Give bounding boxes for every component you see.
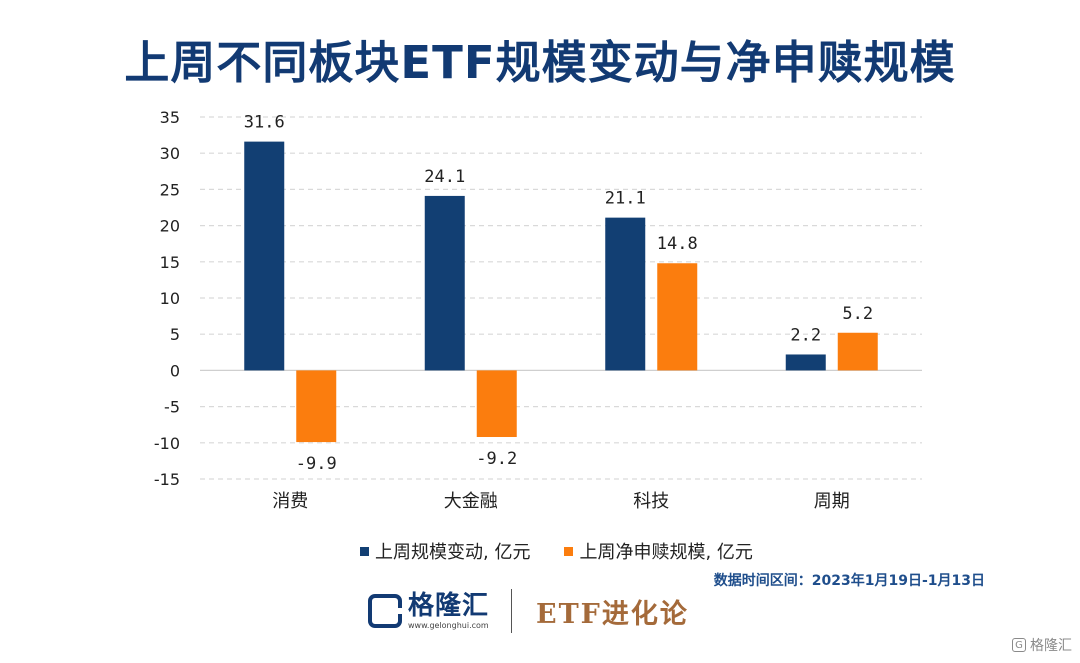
watermark-logo-icon: G <box>1012 638 1026 652</box>
x-tick-label: 周期 <box>814 491 850 512</box>
bar-series-1 <box>605 217 646 371</box>
footer: 格隆汇 www.gelonghui.com ETF进化论 <box>368 588 689 634</box>
chart-title: 上周不同板块ETF规模变动与净申赎规模 <box>124 36 956 89</box>
bar-series-2 <box>296 370 337 443</box>
x-axis: 消费 大金融 科技 周期 <box>272 491 850 512</box>
y-axis: 35 30 25 20 15 10 5 0 -5 -10 -15 <box>154 108 180 489</box>
y-tick-label: 0 <box>170 361 180 380</box>
bar-series-1 <box>424 195 465 371</box>
legend-swatch-series-2 <box>564 546 574 556</box>
data-labels: 31.6 -9.9 24.1 -9.2 21.1 14.8 2.2 5.2 <box>244 113 873 474</box>
watermark-text: 格隆汇 <box>1030 638 1072 654</box>
logo-url: www.gelonghui.com <box>408 620 489 630</box>
bar-series-2 <box>837 332 878 371</box>
data-label: -9.9 <box>296 454 337 474</box>
data-label: 14.8 <box>657 234 698 254</box>
bar-chart: 35 30 25 20 15 10 5 0 -5 -10 -15 31.6 -9.9 24.1 -9.2 2… <box>154 108 922 512</box>
legend-item-series-1: 上周规模变动, 亿元 <box>360 538 530 564</box>
x-tick-label: 消费 <box>272 491 308 512</box>
data-label: 2.2 <box>790 325 821 345</box>
x-tick-label: 大金融 <box>444 491 498 512</box>
etf-brand: ETF进化论 <box>536 598 689 630</box>
legend-item-series-2: 上周净申赎规模, 亿元 <box>564 538 753 564</box>
watermark: G 格隆汇 <box>1012 635 1072 655</box>
data-label: 31.6 <box>244 113 285 133</box>
y-tick-label: 10 <box>160 289 180 308</box>
y-tick-label: -5 <box>164 398 180 417</box>
bar-series-1 <box>244 141 285 371</box>
y-tick-label: -15 <box>154 470 180 489</box>
data-label: 21.1 <box>605 189 646 209</box>
data-label: -9.2 <box>476 449 517 469</box>
bars <box>244 141 878 443</box>
legend-swatch-series-1 <box>360 546 369 556</box>
y-tick-label: 20 <box>160 217 180 236</box>
date-range-note: 数据时间区间：2023年1月19日-1月13日 <box>713 573 985 589</box>
legend-label-series-1: 上周规模变动, 亿元 <box>375 542 531 563</box>
y-tick-label: -10 <box>154 434 180 453</box>
gelonghui-logo-icon <box>368 594 402 628</box>
y-tick-label: 30 <box>160 144 180 163</box>
y-tick-label: 15 <box>160 253 180 272</box>
legend: 上周规模变动, 亿元 上周净申赎规模, 亿元 <box>360 538 753 564</box>
data-label: 5.2 <box>842 304 873 324</box>
gelonghui-logo: 格隆汇 www.gelonghui.com <box>408 593 489 630</box>
bar-series-2 <box>657 263 698 371</box>
bar-series-2 <box>476 370 517 438</box>
y-tick-label: 5 <box>170 325 180 344</box>
y-tick-label: 25 <box>160 180 180 199</box>
footer-divider <box>511 589 513 633</box>
data-label: 24.1 <box>424 167 465 187</box>
logo-name: 格隆汇 <box>408 590 490 621</box>
x-tick-label: 科技 <box>633 491 669 512</box>
y-tick-label: 35 <box>160 108 180 127</box>
bar-series-1 <box>785 354 826 371</box>
legend-label-series-2: 上周净申赎规模, 亿元 <box>579 542 753 563</box>
